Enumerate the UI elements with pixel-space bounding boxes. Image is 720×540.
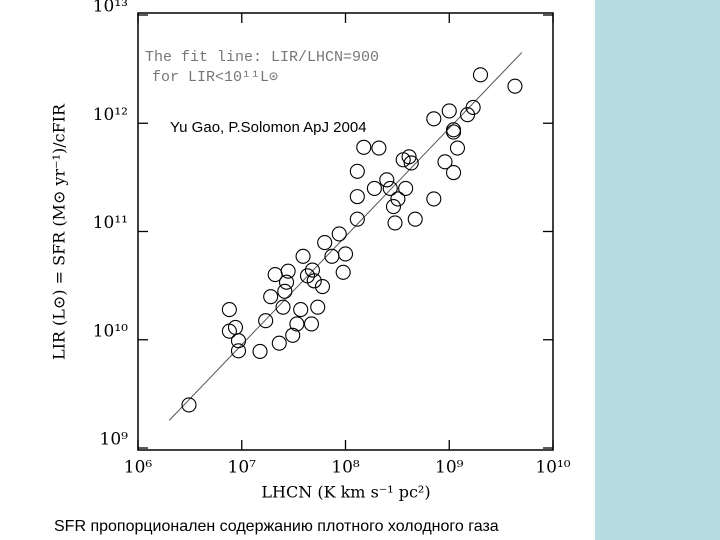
data-point (278, 274, 295, 290)
x-tick-label: 10¹⁰ (535, 458, 570, 478)
data-point (285, 327, 301, 343)
x-tick-label: 10⁸ (331, 458, 360, 478)
data-point (385, 199, 402, 215)
data-point (403, 155, 419, 171)
data-point (277, 283, 293, 299)
citation: Yu Gao, P.Solomon ApJ 2004 (170, 119, 367, 136)
data-point (472, 67, 489, 83)
data-point (387, 215, 403, 231)
data-point (349, 163, 365, 179)
data-point (221, 302, 237, 318)
data-point (295, 248, 311, 264)
x-tick-label: 10⁷ (228, 458, 257, 478)
data-point (407, 211, 423, 227)
caption: SFR пропорционален содержанию плотного х… (54, 518, 499, 535)
data-point (303, 316, 320, 332)
y-tick-label: 10¹⁰ (93, 321, 128, 341)
data-point (310, 299, 326, 315)
data-point (445, 165, 462, 181)
data-point (441, 103, 457, 119)
data-point (317, 235, 333, 251)
data-point (445, 124, 462, 140)
y-tick-label: 10¹² (93, 105, 128, 125)
y-tick-label: 10¹¹ (93, 213, 128, 233)
data-point (379, 172, 395, 188)
data-point (426, 111, 442, 127)
data-point (280, 263, 296, 279)
data-point (426, 191, 442, 207)
data-point (258, 313, 274, 329)
data-point (349, 189, 365, 205)
data-point (507, 78, 523, 94)
data-point (398, 180, 414, 196)
data-point (289, 316, 305, 332)
data-point (449, 140, 466, 156)
data-point (304, 262, 320, 278)
data-point (252, 343, 268, 359)
data-point (366, 180, 382, 196)
data-point (275, 299, 291, 315)
data-point (390, 191, 406, 207)
data-point (331, 226, 347, 242)
data-point (401, 149, 417, 165)
data-point (465, 99, 481, 115)
data-point (335, 264, 351, 280)
y-axis-label: LIR (L⊙) = SFR (M⊙ yr⁻¹)/cFIR (50, 103, 69, 360)
annotation: The fit line: LIR/LHCN=900 (145, 49, 379, 66)
data-point (371, 140, 387, 156)
y-tick-label: 10⁹ (100, 430, 129, 450)
data-point (349, 211, 365, 227)
data-point (230, 333, 247, 349)
data-point (314, 279, 331, 295)
annotation: for LIR<10¹¹L⊙ (152, 69, 278, 86)
data-point (263, 289, 279, 305)
data-point (437, 154, 453, 170)
data-point (230, 343, 247, 359)
x-axis-label: LHCN (K km s⁻¹ pc²) (261, 483, 430, 502)
data-point (356, 139, 372, 155)
x-tick-label: 10⁹ (435, 458, 464, 478)
y-tick-label: 10¹³ (93, 0, 128, 17)
data-point (271, 335, 287, 351)
side-panel (595, 0, 720, 540)
x-tick-label: 10⁶ (124, 458, 153, 478)
data-point (337, 246, 354, 262)
data-point (306, 273, 322, 289)
data-point (382, 180, 398, 196)
data-point (181, 397, 197, 413)
data-point (293, 302, 309, 318)
